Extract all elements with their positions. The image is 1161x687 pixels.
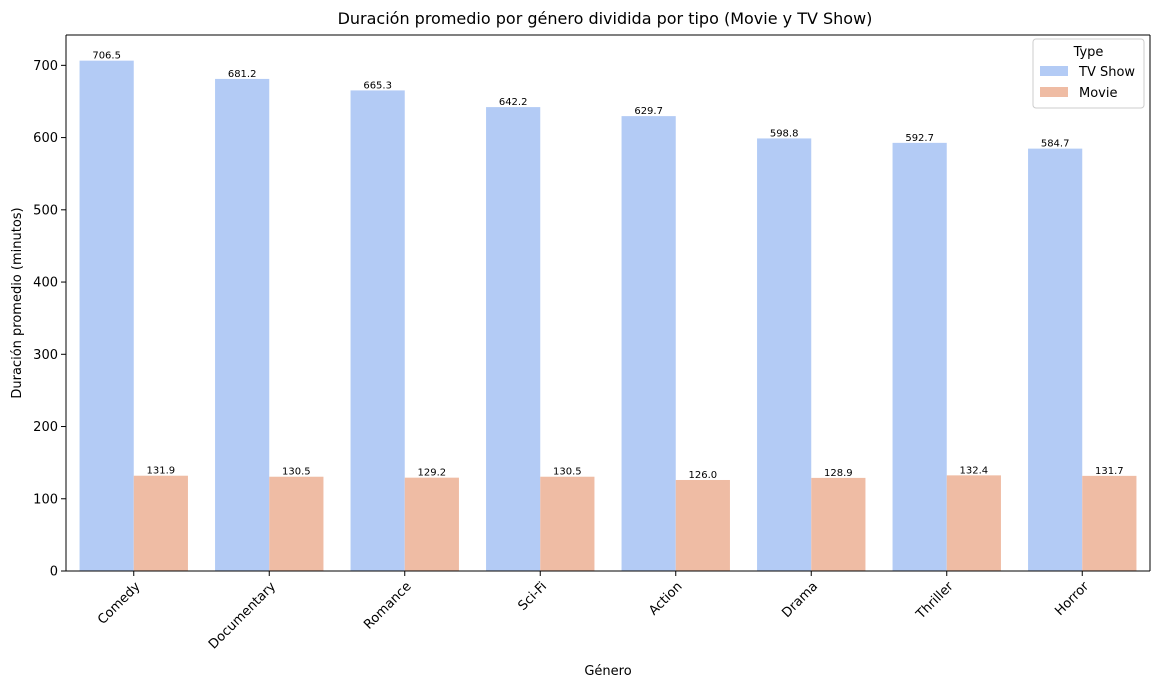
bar-tv-show-thriller [892,142,947,571]
data-label: 592.7 [905,133,934,144]
legend-entry: TV Show [1078,65,1135,80]
y-axis-label: Duración promedio (minutos) [10,207,25,398]
legend-swatch [1040,87,1068,97]
bar-movie-horror [1082,475,1137,571]
data-label: 130.5 [553,467,582,478]
y-tick-label: 0 [50,565,58,580]
x-tick-label: Documentary [206,579,279,652]
bar-tv-show-action [621,116,676,571]
data-label: 131.9 [147,466,176,477]
x-axis-label: Género [584,664,631,679]
bar-movie-comedy [133,475,188,571]
data-label: 128.9 [824,468,853,479]
data-label: 130.5 [282,467,311,478]
y-tick-label: 100 [33,492,58,507]
y-tick-label: 700 [33,59,58,74]
data-label: 132.4 [960,465,989,476]
data-label: 131.7 [1095,466,1124,477]
bar-tv-show-comedy [79,60,134,572]
x-tick-label: Romance [361,579,414,632]
y-tick-label: 500 [33,203,58,218]
x-tick-label: Comedy [95,579,144,628]
bar-movie-romance [404,477,459,571]
data-label: 598.8 [770,128,799,139]
bar-tv-show-horror [1028,148,1083,572]
y-tick-label: 200 [33,420,58,435]
data-label: 665.3 [363,80,392,91]
x-tick-label: Thriller [913,579,957,623]
bar-movie-action [675,479,730,571]
data-label: 629.7 [634,106,663,117]
data-label: 129.2 [418,468,447,479]
legend-title: Type [1073,45,1104,60]
x-tick-label: Drama [779,579,821,621]
bar-tv-show-romance [350,90,405,571]
legend: Type TV Show Movie [1032,38,1145,109]
bar-tv-show-drama [757,138,812,571]
legend-swatch [1040,66,1068,76]
y-tick-label: 400 [33,276,58,291]
y-tick-label: 600 [33,131,58,146]
data-label: 706.5 [92,51,121,62]
bar-movie-thriller [946,475,1001,571]
chart-title: Duración promedio por género dividida po… [338,9,873,28]
data-label: 681.2 [228,69,257,80]
x-tick-label: Action [646,579,685,618]
bar-movie-sci-fi [540,476,595,571]
bar-tv-show-sci-fi [486,107,541,572]
x-tick-label: Sci-Fi [516,579,551,614]
bar-movie-drama [811,477,866,571]
legend-entry: Movie [1079,86,1117,101]
x-tick-label: Horror [1052,579,1092,619]
bar-movie-documentary [269,476,324,571]
data-label: 584.7 [1041,139,1070,150]
y-tick-label: 300 [33,348,58,363]
data-label: 126.0 [689,470,718,481]
data-label: 642.2 [499,97,528,108]
bar-tv-show-documentary [215,78,270,571]
